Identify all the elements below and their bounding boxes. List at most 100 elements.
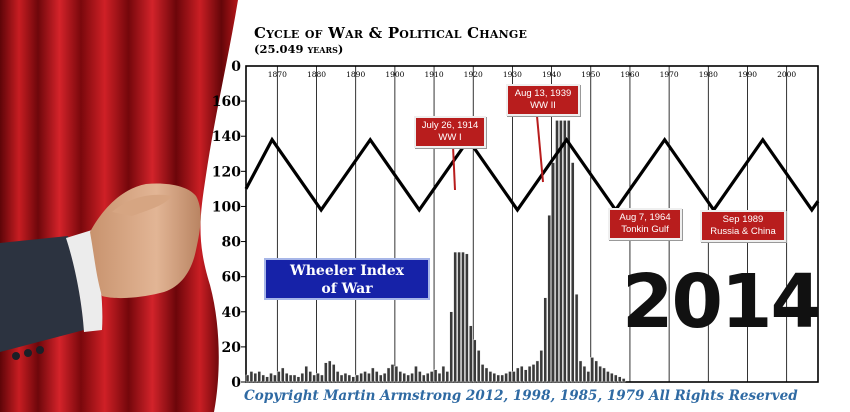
war-index-bar xyxy=(288,374,293,383)
x-tick-label: 1930 xyxy=(503,70,522,79)
war-index-bar xyxy=(520,366,524,383)
war-index-bar xyxy=(590,357,594,383)
war-index-bar xyxy=(602,367,606,383)
x-tick-label: 1940 xyxy=(542,70,561,79)
war-index-bar xyxy=(539,350,544,383)
x-tick-label: 2000 xyxy=(777,70,796,79)
x-tick-label: 1910 xyxy=(425,70,444,79)
war-index-bar xyxy=(563,120,567,383)
sleeve-button xyxy=(24,349,32,357)
chart-subtitle: (25.049 years) xyxy=(254,42,344,56)
x-tick-label: 1870 xyxy=(268,70,287,79)
war-index-bar xyxy=(547,215,551,383)
war-index-bar xyxy=(300,373,305,383)
war-index-bar xyxy=(488,371,493,383)
war-index-bar xyxy=(351,376,355,383)
war-index-bar xyxy=(375,371,379,383)
war-index-bar xyxy=(527,366,532,383)
event-russia-china-date: Sep 1989 xyxy=(722,214,764,225)
war-index-bar xyxy=(512,371,516,383)
war-index-bar xyxy=(578,360,583,383)
ww2-pointer xyxy=(536,115,544,183)
y-tick-label: 80 xyxy=(222,235,242,251)
x-tick-label: 1990 xyxy=(738,70,757,79)
war-index-bar xyxy=(410,373,414,383)
war-index-bar xyxy=(465,253,469,383)
event-ww1-date: July 26, 1914 xyxy=(421,120,479,131)
y-tick-label: 0 xyxy=(231,375,241,391)
war-index-bar xyxy=(402,373,406,383)
x-tick-label: 1920 xyxy=(464,70,483,79)
war-index-bar xyxy=(328,360,332,383)
war-index-bar xyxy=(535,360,540,383)
y-tick-label: 140 xyxy=(212,129,241,145)
war-index-bar xyxy=(418,371,422,383)
war-index-bar xyxy=(324,362,328,383)
war-index-bar xyxy=(335,371,340,383)
y-tick-label: 20 xyxy=(222,340,242,356)
war-index-bar xyxy=(284,373,289,383)
war-index-bar xyxy=(379,374,383,383)
war-index-bar xyxy=(433,369,438,383)
war-index-bar xyxy=(292,374,297,383)
war-index-bar xyxy=(441,366,446,383)
war-index-bar xyxy=(394,366,399,383)
war-index-bar xyxy=(496,374,500,383)
war-index-bar xyxy=(312,374,316,383)
y-tick-label: 40 xyxy=(222,305,242,321)
event-russia-china: Sep 1989 Russia & China xyxy=(700,210,786,242)
event-ww2-label: WW II xyxy=(530,100,556,111)
war-index-bar xyxy=(492,373,497,383)
event-tonkin-label: Tonkin Gulf xyxy=(621,224,669,235)
shirt-cuff xyxy=(66,230,103,332)
war-index-bar xyxy=(621,378,626,383)
war-index-bar xyxy=(296,376,301,383)
war-index-bar xyxy=(429,371,434,383)
war-index-bar xyxy=(586,371,591,383)
war-index-bar xyxy=(598,366,602,383)
war-index-bar xyxy=(437,373,442,383)
event-russia-china-label: Russia & China xyxy=(710,226,776,237)
war-index-bar xyxy=(461,251,465,383)
war-index-bar xyxy=(445,371,450,383)
war-index-bar xyxy=(551,162,555,383)
war-index-bar xyxy=(269,373,273,383)
ww1-pointer xyxy=(452,145,456,191)
war-index-bar xyxy=(426,373,430,383)
war-index-bar xyxy=(277,371,281,383)
war-index-bar xyxy=(543,297,547,383)
war-index-bar xyxy=(386,367,391,383)
war-index-bar xyxy=(457,251,461,383)
x-tick-label: 1880 xyxy=(307,70,326,79)
war-index-bar xyxy=(606,371,610,383)
war-index-bar xyxy=(245,374,250,383)
war-index-bar xyxy=(273,374,277,383)
y-tick-label: 160 xyxy=(212,94,241,110)
war-index-bar xyxy=(316,373,320,383)
war-index-bar xyxy=(281,367,285,383)
war-index-bar xyxy=(343,373,348,383)
war-index-bar xyxy=(320,374,324,383)
x-tick-label: 1960 xyxy=(620,70,639,79)
year-2014-label: 2014 xyxy=(622,259,822,345)
war-index-bar xyxy=(253,373,258,383)
war-index-bar xyxy=(570,162,575,383)
war-index-bar xyxy=(504,373,508,383)
war-index-bar xyxy=(355,374,359,383)
x-tick-label: 1950 xyxy=(581,70,600,79)
war-index-bar xyxy=(347,374,352,383)
war-index-bar xyxy=(508,371,512,383)
war-index-bar xyxy=(390,364,395,383)
war-index-bar xyxy=(614,374,618,383)
war-index-bar xyxy=(449,311,453,383)
war-index-bar xyxy=(406,374,410,383)
war-index-bar xyxy=(359,373,363,383)
x-tick-label: 1900 xyxy=(385,70,404,79)
x-tick-label: 1980 xyxy=(699,70,718,79)
event-ww2: Aug 13, 1939 WW II xyxy=(506,84,580,116)
y-tick-label: 100 xyxy=(212,199,241,215)
event-ww2-date: Aug 13, 1939 xyxy=(514,88,572,99)
event-ww1: July 26, 1914 WW I xyxy=(414,116,486,148)
copyright-text: Copyright Martin Armstrong 2012, 1998, 1… xyxy=(244,388,798,404)
